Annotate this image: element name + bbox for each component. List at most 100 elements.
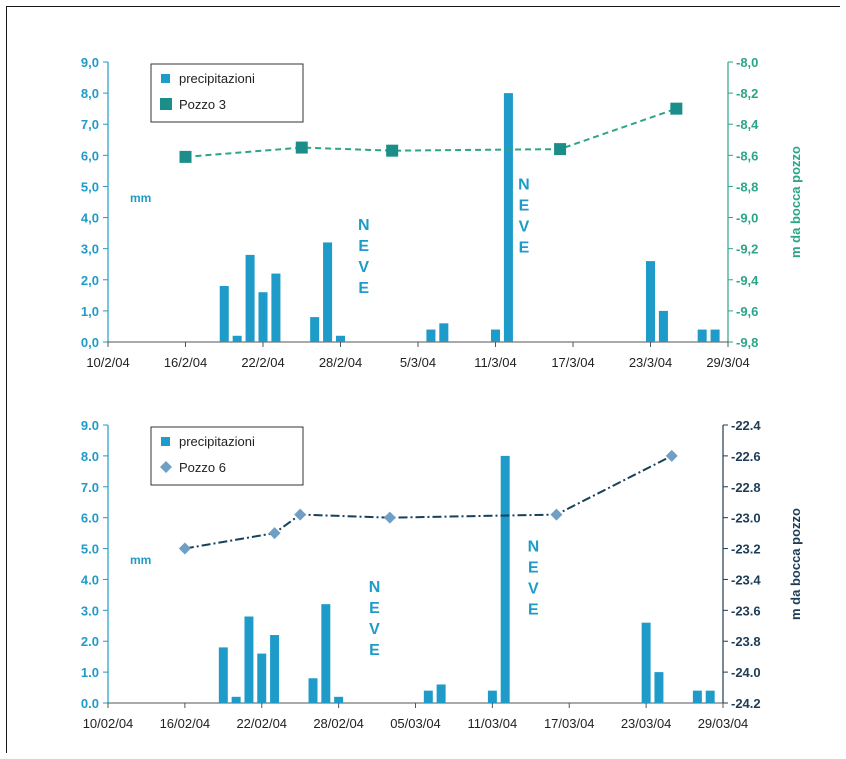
water-level-marker	[554, 143, 567, 156]
left-axis-label: mm	[130, 191, 151, 205]
precipitation-bar	[334, 696, 344, 703]
left-tick-label: 3.0	[81, 603, 99, 618]
precipitation-bar	[231, 696, 241, 703]
right-tick-label: -8,4	[736, 117, 759, 132]
right-tick-label: -9,8	[736, 335, 758, 350]
legend-label-precipitazioni: precipitazioni	[179, 71, 255, 86]
right-tick-label: -24.0	[731, 665, 761, 680]
annotation-neve-letter: V	[358, 259, 369, 276]
precipitation-bar	[487, 690, 497, 703]
x-tick-label: 11/3/04	[474, 355, 516, 370]
precipitation-bar	[232, 335, 242, 342]
annotation-neve-letter: N	[358, 217, 370, 234]
precipitation-bar	[244, 616, 254, 703]
left-tick-label: 0.0	[81, 696, 99, 711]
x-tick-label: 5/3/04	[400, 355, 436, 370]
water-level-marker	[665, 449, 678, 462]
left-tick-label: 2.0	[81, 634, 99, 649]
precipitation-bar	[436, 684, 446, 703]
x-tick-label: 28/2/04	[319, 355, 362, 370]
precipitation-bar	[658, 310, 668, 342]
precipitation-bar	[321, 604, 331, 703]
x-tick-label: 23/3/04	[629, 355, 672, 370]
precipitation-bar	[245, 254, 255, 342]
right-tick-label: -23.2	[731, 542, 761, 557]
legend-swatch-precipitazioni	[161, 437, 170, 446]
right-tick-label: -8,2	[736, 86, 758, 101]
precipitation-bar	[219, 286, 229, 342]
left-tick-label: 5.0	[81, 542, 99, 557]
precipitation-bar	[271, 273, 281, 342]
x-tick-label: 22/2/04	[241, 355, 284, 370]
x-tick-label: 29/03/04	[698, 716, 749, 731]
precipitation-bar	[426, 329, 436, 342]
water-level-marker	[179, 150, 192, 163]
precipitation-bar	[697, 329, 707, 342]
water-level-line	[184, 454, 673, 550]
left-tick-label: 9,0	[81, 55, 99, 70]
right-tick-label: -22.6	[731, 449, 761, 464]
annotation-neve-letter: E	[369, 600, 380, 617]
precipitation-bar	[705, 690, 715, 703]
left-tick-label: 6,0	[81, 148, 99, 163]
chart-1: 0,0 1,0 2,0 3,0 4,0 5,0 6,0 7,0 8,0 9,0 -8,0 -8,2 -8…	[81, 55, 803, 370]
annotation-neve-letter: E	[519, 198, 530, 215]
water-level-marker	[383, 511, 396, 524]
left-tick-label: 7.0	[81, 480, 99, 495]
legend-box	[150, 426, 304, 486]
x-tick-label: 17/03/04	[544, 716, 595, 731]
legend-label-pozzo: Pozzo 6	[179, 460, 226, 475]
left-tick-label: 1.0	[81, 665, 99, 680]
left-tick-label: 8.0	[81, 449, 99, 464]
right-tick-label: -23.6	[731, 603, 761, 618]
left-tick-label: 0,0	[81, 335, 99, 350]
chart-2: 0.0 1.0 2.0 3.0 4.0 5.0 6.0 7.0 8.0 9.0 -22.4 -22.6…	[81, 418, 803, 731]
annotation-neve-letter: E	[358, 238, 369, 255]
right-tick-label: -9,6	[736, 304, 758, 319]
right-axis-label: m da bocca pozzo	[788, 508, 803, 620]
legend-box	[150, 63, 304, 123]
water-level-marker	[550, 508, 563, 521]
precipitation-bar	[270, 635, 280, 703]
x-tick-label: 17/3/04	[551, 355, 594, 370]
precipitation-bar	[323, 242, 333, 342]
left-tick-label: 3,0	[81, 242, 99, 257]
right-tick-label: -8,8	[736, 179, 758, 194]
annotation-neve-letter: N	[528, 539, 540, 556]
annotation-neve-letter: E	[528, 602, 539, 619]
left-tick-label: 1,0	[81, 304, 99, 319]
right-tick-label: -24.2	[731, 696, 761, 711]
right-tick-label: -23.8	[731, 634, 761, 649]
left-tick-label: 4,0	[81, 211, 99, 226]
precipitation-bar	[500, 455, 510, 703]
right-tick-label: -9,2	[736, 242, 758, 257]
annotation-neve-letter: E	[369, 642, 380, 659]
precipitation-bar	[335, 335, 346, 342]
left-axis-label: mm	[130, 553, 151, 567]
left-tick-label: 5,0	[81, 179, 99, 194]
annotation-neve-letter: E	[519, 240, 530, 257]
precipitation-bar	[490, 329, 501, 342]
precipitation-bar	[641, 622, 651, 703]
annotation-neve-letter: V	[528, 581, 539, 598]
right-tick-label: -8,0	[736, 55, 758, 70]
water-level-marker	[386, 144, 399, 157]
right-tick-label: -8,6	[736, 148, 758, 163]
x-tick-label: 05/03/04	[390, 716, 441, 731]
right-tick-label: -22.4	[731, 418, 761, 433]
right-tick-label: -23.0	[731, 511, 761, 526]
x-tick-label: 16/02/04	[160, 716, 211, 731]
legend-label-precipitazioni: precipitazioni	[179, 434, 255, 449]
x-tick-label: 28/02/04	[313, 716, 364, 731]
x-tick-label: 10/2/04	[86, 355, 129, 370]
x-tick-label: 23/03/04	[621, 716, 672, 731]
water-level-marker	[670, 102, 683, 115]
annotation-neve-letter: V	[369, 621, 380, 638]
precipitation-bar	[710, 329, 720, 342]
water-level-marker	[295, 141, 308, 154]
left-tick-label: 7,0	[81, 117, 99, 132]
figure-frame	[6, 6, 840, 753]
left-tick-label: 2,0	[81, 273, 99, 288]
x-tick-label: 16/2/04	[164, 355, 207, 370]
